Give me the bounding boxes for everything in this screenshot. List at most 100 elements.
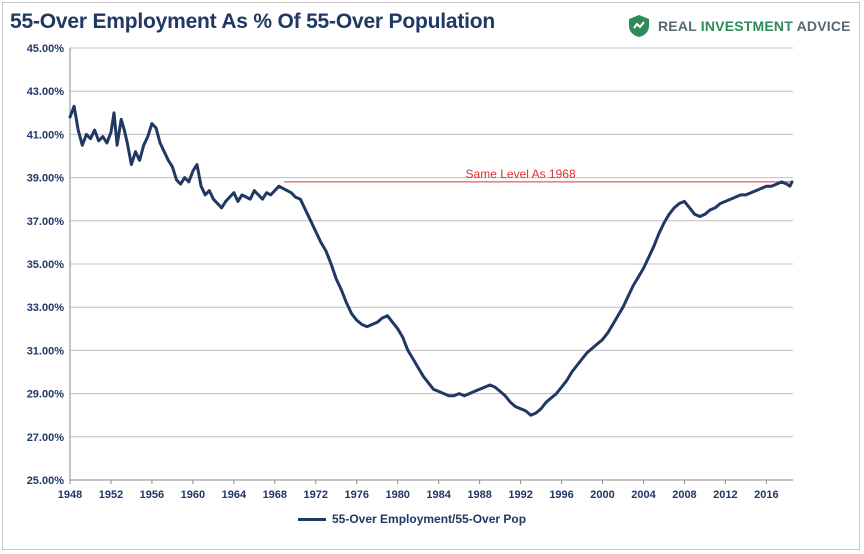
data-point [81, 144, 84, 146]
data-point [110, 131, 112, 134]
x-tick-label: 2008 [672, 489, 696, 501]
data-point [224, 200, 227, 203]
x-tick-label: 1968 [263, 489, 287, 501]
data-point [126, 142, 129, 144]
data-point [294, 196, 297, 198]
x-tick-label: 1976 [345, 489, 369, 501]
reference-label: Same Level As 1968 [466, 167, 576, 181]
x-tick-label: 1952 [99, 489, 123, 501]
data-point [257, 194, 260, 196]
data-point [765, 185, 768, 188]
brand-name: REAL INVESTMENT ADVICE [658, 18, 851, 34]
data-point [658, 232, 660, 235]
data-point [340, 289, 343, 291]
x-tick-label: 1972 [304, 489, 328, 501]
data-point [187, 181, 190, 183]
data-point [376, 321, 379, 324]
legend: 55-Over Employment/55-Over Pop [298, 512, 526, 526]
data-point [442, 392, 445, 395]
y-tick-label: 39.00% [27, 173, 65, 185]
data-point [366, 325, 368, 328]
data-point [437, 390, 440, 393]
data-point [709, 209, 711, 211]
data-point [560, 386, 563, 388]
data-point [704, 213, 706, 216]
data-point [637, 276, 640, 278]
data-point [540, 407, 542, 410]
data-point [175, 178, 178, 181]
y-tick-label: 45.00% [27, 43, 65, 55]
data-point [458, 392, 460, 395]
data-point [632, 284, 635, 287]
y-axis-ticks: 25.00% 27.00% 29.00% 31.00% 33.00% 35.00% 37.0… [27, 43, 65, 487]
data-point [330, 263, 332, 265]
data-point [576, 364, 578, 367]
y-tick-label: 35.00% [27, 259, 65, 271]
data-point [611, 323, 614, 326]
data-point [642, 267, 645, 270]
y-tick-label: 31.00% [27, 345, 65, 357]
data-point [355, 319, 358, 321]
data-point [494, 386, 496, 388]
data-point [668, 213, 670, 216]
data-point [432, 388, 435, 391]
x-axis-ticks: 1948 1952 1956 1960 1964 1968 1972 1976 1980 1984… [58, 480, 779, 501]
data-point [663, 222, 665, 224]
data-point [97, 140, 100, 142]
data-point [627, 295, 629, 298]
data-point [69, 116, 71, 118]
data-point [780, 181, 783, 183]
data-point [204, 194, 206, 196]
data-point [216, 202, 219, 205]
data-point [142, 144, 145, 146]
data-point [570, 371, 573, 373]
data-point [688, 207, 691, 209]
x-tick-label: 1984 [426, 489, 451, 501]
data-point [739, 194, 742, 196]
data-point [371, 323, 373, 326]
data-point [320, 241, 322, 244]
data-point [123, 129, 126, 131]
data-point [519, 407, 522, 410]
data-point [237, 200, 239, 203]
data-point [269, 194, 272, 196]
data-point [89, 137, 92, 140]
data-point [734, 196, 737, 198]
data-point [286, 189, 288, 192]
data-point [545, 401, 547, 404]
data-point [113, 112, 115, 114]
data-point [304, 209, 307, 211]
data-point [499, 390, 501, 393]
data-point [719, 202, 722, 205]
x-tick-label: 2012 [713, 489, 737, 501]
shield-logo-icon [629, 15, 649, 37]
data-point [745, 194, 747, 196]
data-point [514, 405, 517, 408]
data-point [361, 323, 363, 326]
data-point [427, 382, 430, 384]
data-point [775, 183, 778, 185]
data-point [412, 358, 414, 360]
x-tick-label: 2004 [631, 489, 656, 501]
data-point [678, 202, 681, 205]
brand-word-advice: ADVICE [796, 18, 851, 34]
data-point [586, 351, 588, 354]
data-point [473, 390, 476, 393]
data-point [565, 379, 568, 382]
x-tick-label: 1956 [140, 489, 164, 501]
data-point [282, 187, 284, 190]
x-tick-label: 1960 [181, 489, 205, 501]
data-point [350, 312, 353, 315]
data-point [606, 332, 609, 334]
x-tick-label: 1996 [549, 489, 573, 501]
data-point [77, 129, 79, 131]
data-point [241, 194, 243, 196]
data-point [396, 328, 399, 330]
legend-swatch [298, 517, 326, 521]
data-point [489, 384, 491, 386]
data-point [325, 250, 327, 252]
y-tick-label: 41.00% [27, 129, 65, 141]
data-point [555, 392, 558, 395]
data-point [417, 366, 419, 369]
